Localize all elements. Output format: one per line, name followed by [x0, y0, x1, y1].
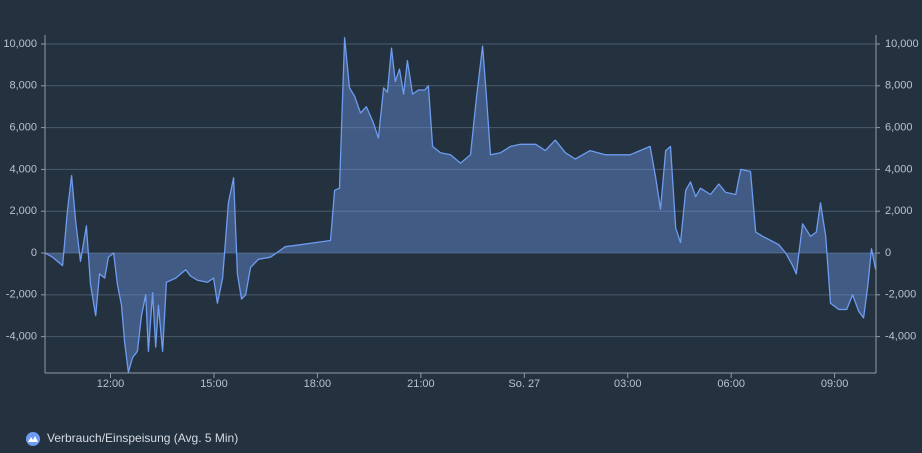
y-tick-label: -2,000 — [6, 289, 37, 301]
x-tick-label: 21:00 — [407, 378, 435, 390]
y-tick-label: 8,000 — [9, 80, 37, 92]
y-tick-label: 10,000 — [3, 38, 37, 50]
legend-icon-glyph — [28, 436, 38, 442]
series-line — [44, 37, 877, 373]
x-tick-label: So. 27 — [508, 378, 540, 390]
x-tick-label: 12:00 — [97, 378, 125, 390]
y2-tick-label: 4,000 — [885, 163, 913, 175]
y-tick-label: 2,000 — [9, 205, 37, 217]
legend-icon — [26, 432, 40, 446]
x-tick-label: 09:00 — [821, 378, 849, 390]
y-tick-label: 4,000 — [9, 163, 37, 175]
y2-tick-label: 10,000 — [885, 38, 919, 50]
legend-text: Verbrauch/Einspeisung (Avg. 5 Min) — [47, 431, 238, 445]
x-tick-label: 15:00 — [200, 378, 228, 390]
y2-tick-label: 0 — [885, 247, 891, 259]
legend-item[interactable]: Verbrauch/Einspeisung (Avg. 5 Min) — [26, 431, 238, 446]
y-tick-label: 0 — [31, 247, 37, 259]
y-tick-label: -4,000 — [6, 331, 37, 343]
y-tick-label: 6,000 — [9, 122, 37, 134]
y2-tick-label: 8,000 — [885, 80, 913, 92]
x-tick-label: 06:00 — [717, 378, 745, 390]
y2-tick-label: 2,000 — [885, 205, 913, 217]
x-tick-label: 18:00 — [304, 378, 332, 390]
y2-tick-label: -4,000 — [885, 331, 916, 343]
y2-tick-label: 6,000 — [885, 122, 913, 134]
area-fill — [45, 37, 876, 373]
y2-tick-label: -2,000 — [885, 289, 916, 301]
x-tick-label: 03:00 — [614, 378, 642, 390]
